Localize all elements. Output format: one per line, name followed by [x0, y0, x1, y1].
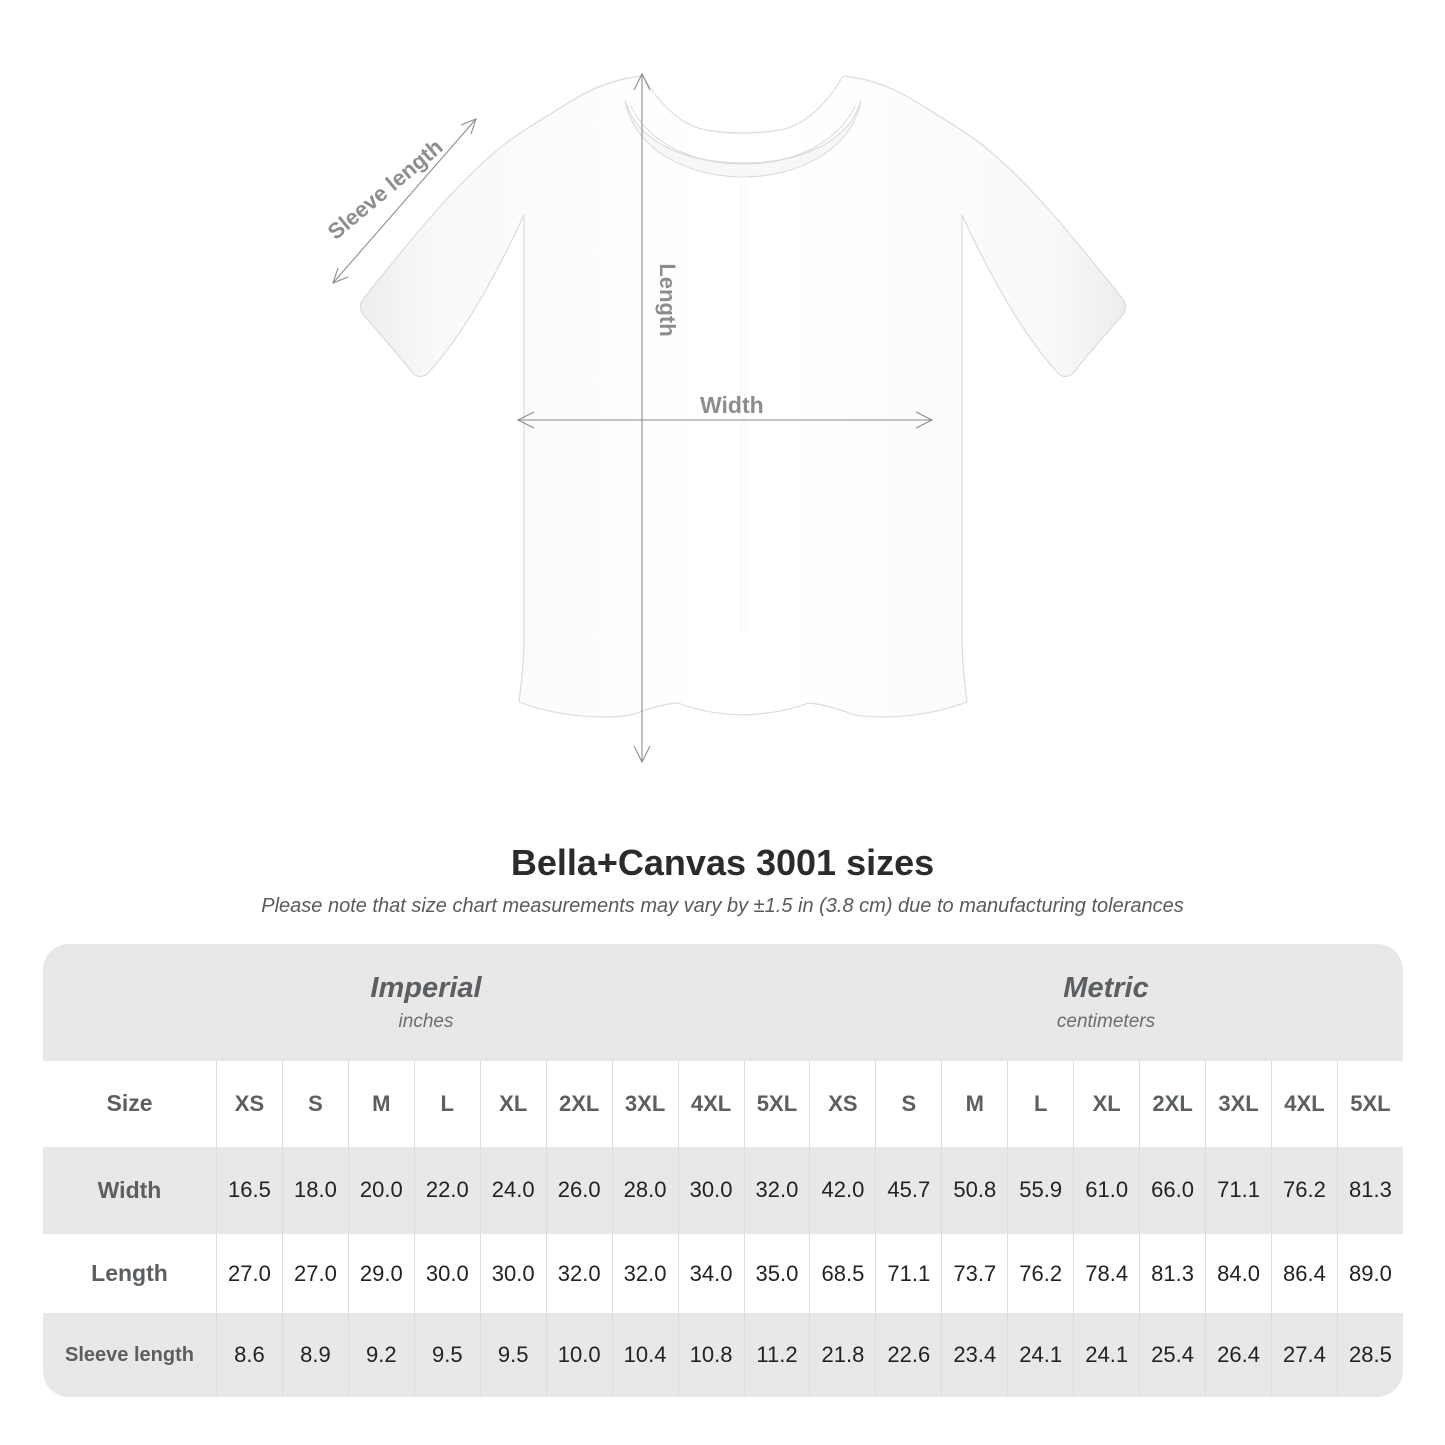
svg-text:Width: Width	[700, 392, 764, 418]
svg-text:Length: Length	[655, 263, 680, 336]
